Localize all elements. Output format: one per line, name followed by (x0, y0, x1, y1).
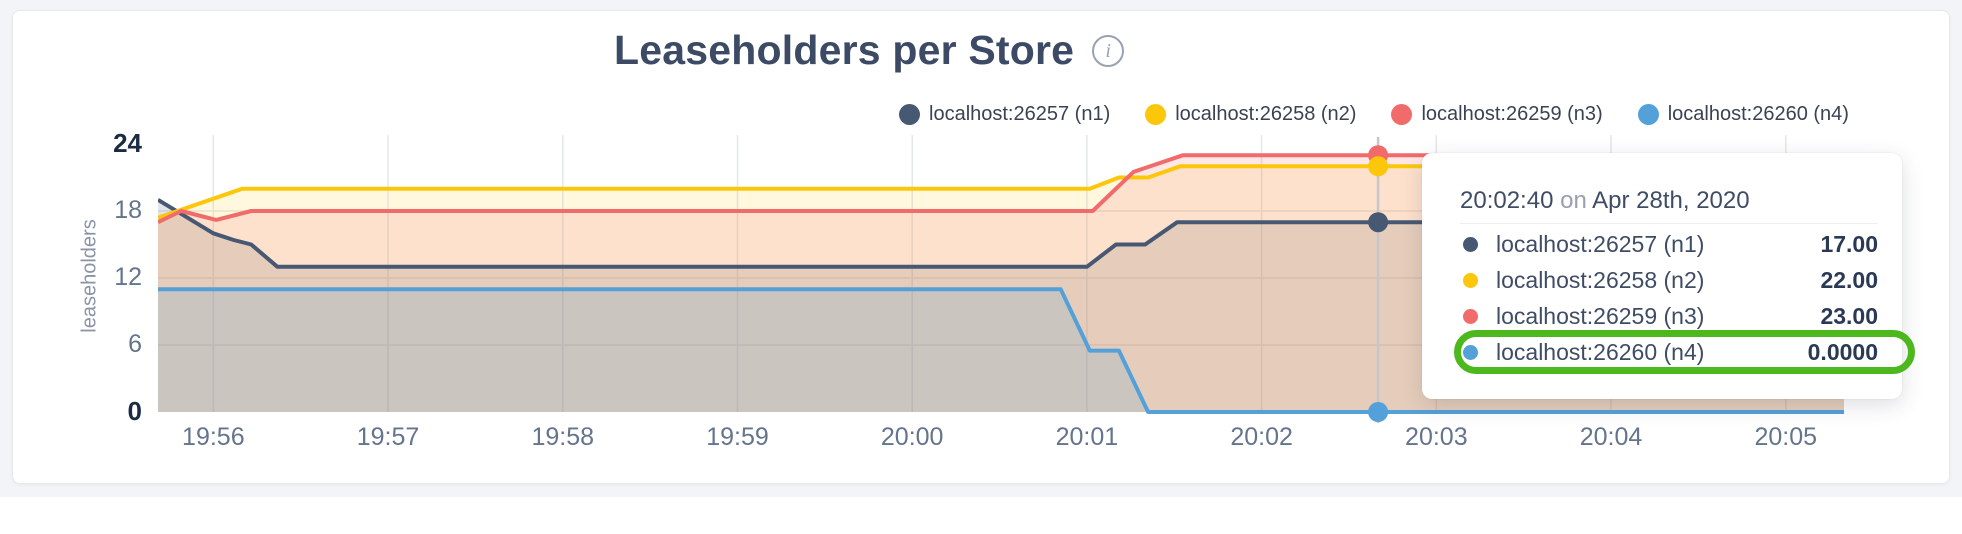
y-tick-label: 18 (114, 196, 142, 224)
series-line-n4 (158, 287, 1844, 414)
legend-dot (1391, 104, 1413, 125)
x-tick-label: 20:01 (1055, 423, 1119, 451)
tooltip-row-n3: localhost:26259 (n3) 23.00 (1460, 298, 1878, 334)
x-tick-label: 20:05 (1754, 423, 1818, 451)
tooltip-row-label: localhost:26257 (n1) (1496, 230, 1705, 257)
series-area-n4 (158, 289, 1844, 412)
tooltip-on: on (1560, 187, 1587, 214)
tooltip-row-n1: localhost:26257 (n1) 17.00 (1460, 226, 1878, 262)
tooltip-row-value: 0.0000 (1807, 338, 1878, 365)
x-tick-label: 19:58 (531, 423, 595, 451)
tooltip-row-value: 22.00 (1820, 266, 1878, 293)
tooltip-row-n2: localhost:26258 (n2) 22.00 (1460, 262, 1878, 298)
hover-tooltip: 20:02:40 on Apr 28th, 2020 localhost:262… (1422, 153, 1915, 399)
tooltip-row-dot (1463, 236, 1478, 252)
tooltip-row-value: 23.00 (1820, 302, 1878, 329)
legend-label: localhost:26257 (n1) (929, 103, 1111, 125)
tooltip-row-n4: localhost:26260 (n4) 0.0000 (1454, 330, 1915, 374)
series-line-n2 (157, 164, 1844, 220)
hover-dot-n4 (1368, 402, 1389, 422)
x-tick-label: 19:59 (706, 423, 769, 451)
legend-item-n2[interactable]: localhost:26258 (n2) (1145, 103, 1356, 126)
tooltip-row-dot (1463, 272, 1478, 288)
tooltip-row-label: localhost:26260 (n4) (1496, 338, 1705, 365)
hover-dot-n1 (1368, 212, 1389, 233)
legend-item-n3[interactable]: localhost:26259 (n3) (1391, 103, 1603, 126)
tooltip-row-label: localhost:26258 (n2) (1496, 266, 1705, 293)
tooltip-row-value: 17.00 (1820, 230, 1878, 257)
legend-label: localhost:26260 (n4) (1667, 103, 1849, 125)
x-tick-label: 20:04 (1579, 423, 1643, 451)
legend-label: localhost:26258 (n2) (1175, 103, 1357, 125)
tooltip-row-label: localhost:26259 (n3) (1496, 302, 1705, 329)
legend-dot (899, 104, 920, 125)
series-line-n1 (156, 198, 1844, 269)
x-tick-label: 20:02 (1230, 423, 1293, 451)
tooltip-row-dot (1463, 344, 1478, 360)
y-tick-label: 12 (114, 263, 142, 291)
y-tick-label: 24 (113, 128, 142, 158)
legend-dot (1145, 104, 1167, 125)
x-tick-label: 19:56 (182, 423, 245, 451)
legend: localhost:26257 (n1) localhost:26258 (n2)… (899, 103, 1849, 126)
hover-dot-n2 (1368, 156, 1389, 177)
tooltip-divider (1460, 223, 1878, 224)
legend-dot (1637, 104, 1659, 125)
tooltip-time: 20:02:40 (1460, 187, 1554, 214)
page-title: Leaseholders per Store (614, 27, 1075, 73)
x-tick-label: 19:57 (356, 423, 420, 451)
legend-label: localhost:26259 (n3) (1421, 103, 1603, 125)
chart-card: Leaseholders per Store i localhost:26257… (12, 10, 1950, 484)
series-line-n3 (157, 153, 1844, 225)
tooltip-date: Apr 28th, 2020 (1592, 187, 1750, 214)
tooltip-row-dot (1463, 308, 1478, 324)
x-tick-label: 20:03 (1405, 423, 1468, 451)
y-tick-label: 0 (127, 396, 142, 426)
chart-header: Leaseholders per Store i (614, 27, 1125, 74)
tooltip-rows: localhost:26257 (n1) 17.00 localhost:26258… (1454, 226, 1915, 374)
info-icon[interactable]: i (1092, 34, 1125, 67)
tooltip-title: 20:02:40 on Apr 28th, 2020 (1460, 187, 1878, 215)
y-tick-label: 6 (128, 330, 142, 358)
legend-item-n4[interactable]: localhost:26260 (n4) (1637, 103, 1849, 126)
legend-item-n1[interactable]: localhost:26257 (n1) (899, 103, 1110, 126)
x-tick-label: 20:00 (880, 423, 944, 451)
